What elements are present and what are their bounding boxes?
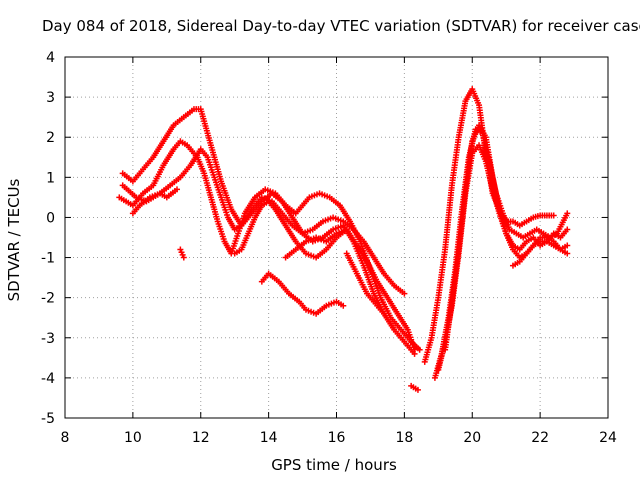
- x-axis-label: GPS time / hours: [271, 456, 397, 474]
- data-point: [381, 310, 388, 317]
- y-tick-label: 1: [46, 170, 55, 186]
- data-point: [340, 302, 347, 309]
- x-tick-label: 20: [463, 430, 481, 446]
- y-tick-label: 3: [46, 90, 55, 106]
- data-point: [401, 290, 408, 297]
- y-tick-label: -3: [41, 331, 55, 347]
- data-points: [116, 86, 571, 393]
- y-tick-label: -1: [41, 251, 55, 267]
- y-tick-label: -4: [41, 371, 55, 387]
- data-point: [414, 386, 421, 393]
- x-tick-label: 10: [124, 430, 142, 446]
- data-point: [180, 254, 187, 261]
- x-tick-label: 8: [61, 430, 70, 446]
- series-track-8: [282, 226, 418, 353]
- data-point: [550, 212, 557, 219]
- data-point: [173, 186, 180, 193]
- series-track-9: [343, 250, 388, 317]
- series-track-6: [231, 198, 350, 261]
- chart-title: Day 084 of 2018, Sidereal Day-to-day VTE…: [42, 17, 640, 35]
- series-track-7: [258, 270, 347, 317]
- data-point: [564, 226, 571, 233]
- y-tick-label: 4: [46, 50, 55, 66]
- series-track-10: [408, 382, 421, 393]
- series-track-5: [177, 246, 187, 261]
- x-tick-label: 18: [395, 430, 413, 446]
- x-tick-label: 12: [192, 430, 210, 446]
- x-tick-label: 16: [328, 430, 346, 446]
- y-tick-label: -5: [41, 411, 55, 427]
- y-tick-label: 2: [46, 130, 55, 146]
- data-point: [416, 346, 423, 353]
- data-point: [564, 242, 571, 249]
- x-tick-label: 22: [531, 430, 549, 446]
- axis-ticks: [64, 56, 609, 419]
- series-track-4: [129, 186, 180, 217]
- y-tick-label: 0: [46, 210, 55, 226]
- x-tick-label: 24: [599, 430, 617, 446]
- data-point: [564, 210, 571, 217]
- data-point: [564, 250, 571, 257]
- data-point: [411, 346, 418, 353]
- series-track-15: [509, 238, 571, 269]
- y-tick-label: -2: [41, 291, 55, 307]
- series-track-14: [442, 122, 571, 353]
- y-axis-label: SDTVAR / TECUs: [5, 178, 23, 301]
- x-tick-label: 14: [260, 430, 278, 446]
